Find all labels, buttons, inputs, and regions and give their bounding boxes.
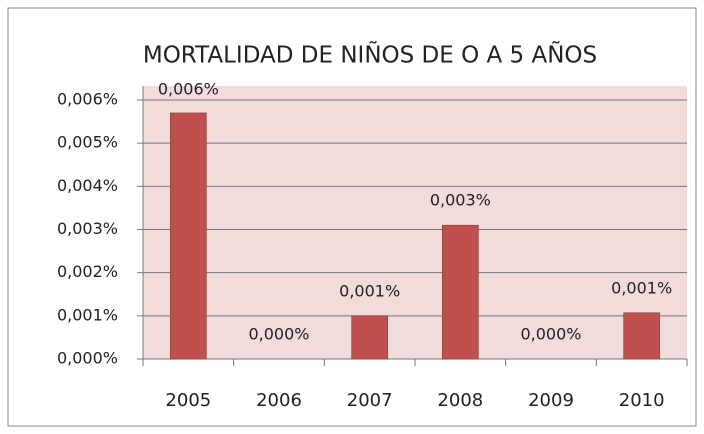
value-label: 0,001% <box>611 278 672 297</box>
y-tick-label: 0,001% <box>57 305 118 324</box>
value-label: 0,003% <box>430 191 491 210</box>
y-tick-label: 0,005% <box>57 133 118 152</box>
y-tick-label: 0,003% <box>57 219 118 238</box>
value-label: 0,000% <box>248 325 309 344</box>
value-label: 0,000% <box>520 325 581 344</box>
y-tick-label: 0,006% <box>57 90 118 109</box>
value-label: 0,006% <box>158 80 219 99</box>
x-tick-label: 2007 <box>347 390 393 411</box>
x-tick-label: 2008 <box>437 390 483 411</box>
bar <box>351 315 388 360</box>
x-tick-label: 2006 <box>256 390 302 411</box>
bar <box>623 312 660 360</box>
y-tick-label: 0,004% <box>57 176 118 195</box>
plot-area <box>143 86 687 359</box>
y-tick-label: 0,000% <box>57 349 118 368</box>
value-label: 0,001% <box>339 281 400 300</box>
x-tick-label: 2009 <box>528 390 574 411</box>
bar <box>170 112 207 360</box>
chart-title: MORTALIDAD DE NIÑOS DE O A 5 AÑOS <box>143 41 597 69</box>
x-tick-label: 2005 <box>165 390 211 411</box>
bar <box>442 224 479 360</box>
x-tick-label: 2010 <box>619 390 665 411</box>
y-tick-label: 0,002% <box>57 262 118 281</box>
